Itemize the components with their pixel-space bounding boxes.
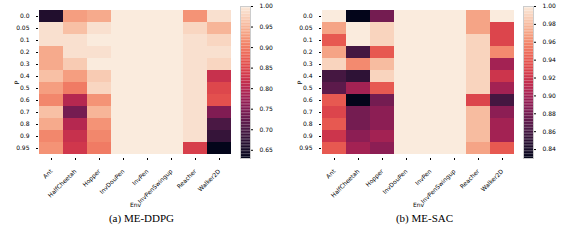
svg-text:0.95: 0.95 xyxy=(259,23,273,30)
svg-text:0.0: 0.0 xyxy=(19,12,29,19)
svg-text:Walker2D: Walker2D xyxy=(196,167,222,193)
svg-text:0.05: 0.05 xyxy=(16,24,30,31)
svg-text:0.84: 0.84 xyxy=(542,145,556,152)
svg-text:0.95: 0.95 xyxy=(299,144,313,151)
svg-text:InvPenSwingup: InvPenSwingup xyxy=(136,167,174,205)
svg-text:Reacher: Reacher xyxy=(175,167,198,190)
svg-text:0.65: 0.65 xyxy=(259,146,273,153)
svg-text:0.0: 0.0 xyxy=(302,12,312,19)
svg-text:1.00: 1.00 xyxy=(259,2,273,9)
svg-text:0.9: 0.9 xyxy=(19,132,29,139)
svg-text:0.88: 0.88 xyxy=(542,110,556,117)
html-text:(b) ME-SAC: (b) ME-SAC xyxy=(395,212,454,224)
svg-text:0.80: 0.80 xyxy=(259,85,273,92)
svg-text:InvDouPen: InvDouPen xyxy=(380,167,408,195)
svg-text:0.70: 0.70 xyxy=(259,126,273,133)
svg-text:0.90: 0.90 xyxy=(542,92,556,99)
svg-text:P: P xyxy=(295,80,302,84)
svg-text:0.90: 0.90 xyxy=(259,44,273,51)
svg-text:InvPenSwingup: InvPenSwingup xyxy=(419,167,457,205)
svg-text:Env: Env xyxy=(412,201,424,208)
svg-text:0.4: 0.4 xyxy=(19,72,29,79)
svg-text:InvPen: InvPen xyxy=(413,167,432,186)
svg-text:InvDouPen: InvDouPen xyxy=(97,167,125,195)
svg-text:Hopper: Hopper xyxy=(81,167,103,189)
svg-text:0.5: 0.5 xyxy=(19,84,29,91)
svg-text:0.5: 0.5 xyxy=(302,84,312,91)
svg-text:0.6: 0.6 xyxy=(302,96,312,103)
svg-text:InvPen: InvPen xyxy=(130,167,149,186)
svg-text:0.05: 0.05 xyxy=(299,24,313,31)
svg-text:Env: Env xyxy=(129,201,141,208)
svg-text:0.7: 0.7 xyxy=(19,108,29,115)
svg-text:P: P xyxy=(12,80,19,84)
svg-text:0.96: 0.96 xyxy=(542,38,556,45)
svg-text:0.2: 0.2 xyxy=(19,48,29,55)
svg-text:0.3: 0.3 xyxy=(302,60,312,67)
svg-text:0.98: 0.98 xyxy=(542,20,556,27)
svg-text:0.75: 0.75 xyxy=(259,105,273,112)
svg-text:0.9: 0.9 xyxy=(302,132,312,139)
svg-text:0.86: 0.86 xyxy=(542,128,556,135)
svg-text:0.3: 0.3 xyxy=(19,60,29,67)
svg-text:0.1: 0.1 xyxy=(302,36,312,43)
svg-text:Hopper: Hopper xyxy=(364,167,386,189)
svg-text:0.4: 0.4 xyxy=(302,72,312,79)
svg-text:Reacher: Reacher xyxy=(458,167,481,190)
svg-text:0.94: 0.94 xyxy=(542,56,556,63)
svg-text:0.8: 0.8 xyxy=(302,120,312,127)
svg-text:Ant: Ant xyxy=(324,167,337,180)
svg-text:0.6: 0.6 xyxy=(19,96,29,103)
svg-text:Walker2D: Walker2D xyxy=(479,167,505,193)
html-text:(a) ME-DDPG: (a) ME-DDPG xyxy=(109,212,174,224)
svg-text:HalfCheetah: HalfCheetah xyxy=(46,167,77,198)
svg-text:0.2: 0.2 xyxy=(302,48,312,55)
svg-text:1.00: 1.00 xyxy=(542,2,556,9)
svg-text:0.92: 0.92 xyxy=(542,74,556,81)
svg-text:0.95: 0.95 xyxy=(16,144,30,151)
svg-text:Ant: Ant xyxy=(41,167,54,180)
svg-text:HalfCheetah: HalfCheetah xyxy=(329,167,360,198)
svg-text:0.8: 0.8 xyxy=(19,120,29,127)
svg-text:0.85: 0.85 xyxy=(259,64,273,71)
svg-text:0.1: 0.1 xyxy=(19,36,29,43)
svg-text:0.7: 0.7 xyxy=(302,108,312,115)
